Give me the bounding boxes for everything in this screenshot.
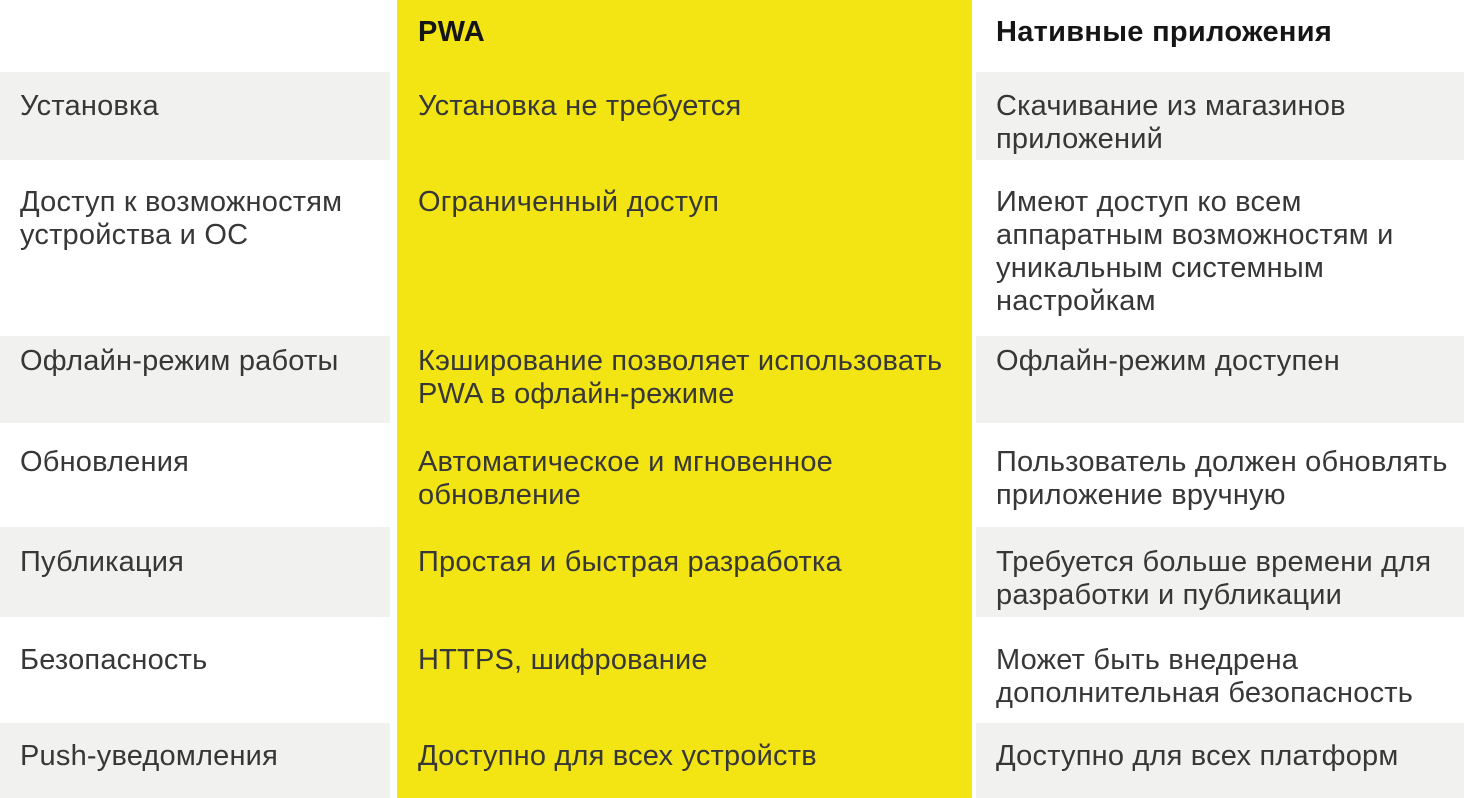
pwa-cell: Простая и быстрая разработка (418, 546, 842, 578)
native-column-header: Нативные приложения (996, 16, 1333, 48)
pwa-column-header: PWA (418, 16, 485, 48)
feature-cell: Установка (0, 72, 390, 160)
native-cell: Доступно для всех платформ (976, 723, 1464, 798)
native-cell: Скачивание из магазинов приложений (976, 72, 1464, 160)
pwa-cell: Ограниченный доступ (418, 186, 720, 218)
table-row: Обновления Автоматическое и мгновенное о… (0, 430, 1464, 520)
feature-cell: Обновления (20, 446, 190, 478)
pwa-cell: Доступно для всех устройств (418, 740, 817, 772)
native-cell: Офлайн-режим доступен (976, 336, 1464, 423)
pwa-highlight-column (397, 0, 972, 798)
pwa-cell: Кэширование позволяет использовать PWA в… (418, 345, 943, 410)
feature-cell: Офлайн-режим работы (0, 336, 390, 423)
table-row: Push-уведомления Доступно для всех устро… (0, 723, 1464, 798)
native-cell: Имеют доступ ко всем аппаратным возможно… (996, 186, 1394, 317)
native-cell: Требуется больше времени для разработки … (976, 527, 1464, 617)
table-row: Безопасность HTTPS, шифрование Может быт… (0, 624, 1464, 716)
pwa-cell: Установка не требуется (418, 90, 742, 122)
native-cell: Может быть внедрена дополнительная безоп… (996, 644, 1414, 709)
feature-cell: Push-уведомления (0, 723, 390, 798)
feature-cell: Публикация (0, 527, 390, 617)
table-row: Публикация Простая и быстрая разработка … (0, 527, 1464, 617)
native-cell: Пользователь должен обновлять приложение… (996, 446, 1448, 511)
pwa-cell: HTTPS, шифрование (418, 644, 708, 676)
table-row: Установка Установка не требуется Скачива… (0, 72, 1464, 160)
feature-cell: Доступ к возможностям устройства и ОС (20, 186, 343, 251)
pwa-cell: Автоматическое и мгновенное обновление (418, 446, 833, 511)
table-row: Офлайн-режим работы Кэширование позволяе… (0, 336, 1464, 423)
table-row: Доступ к возможностям устройства и ОС Ог… (0, 167, 1464, 331)
feature-cell: Безопасность (20, 644, 208, 676)
